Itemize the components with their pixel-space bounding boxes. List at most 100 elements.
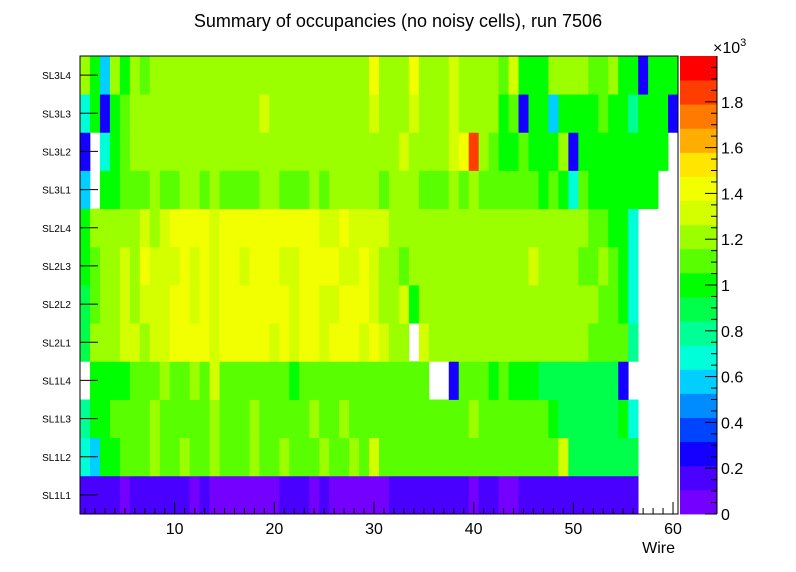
heatmap-cell <box>169 475 181 515</box>
heatmap-cell <box>458 323 470 362</box>
heatmap-cell <box>189 170 200 210</box>
heatmap-cell <box>309 361 320 400</box>
heatmap-cell <box>398 246 410 286</box>
y-tick-label: SL3L4 <box>42 71 71 82</box>
heatmap-cell <box>229 437 240 477</box>
heatmap-cell <box>618 208 629 248</box>
heatmap-cell <box>478 208 490 248</box>
heatmap-cell <box>568 132 579 171</box>
heatmap-cell <box>528 208 539 248</box>
heatmap-cell <box>379 94 390 133</box>
heatmap-cell <box>129 361 141 400</box>
heatmap-cell <box>119 208 131 248</box>
heatmap-cell <box>598 56 609 95</box>
heatmap-cell <box>129 437 141 477</box>
heatmap-cell <box>538 170 549 210</box>
heatmap-cell <box>488 246 499 286</box>
heatmap-cell <box>369 323 380 362</box>
color-scale-band <box>680 465 717 491</box>
y-tick-label: SL1L1 <box>42 491 71 502</box>
heatmap-cell <box>628 399 639 439</box>
heatmap-cell <box>369 285 380 324</box>
heatmap-cell <box>189 246 200 286</box>
heatmap-cell <box>309 132 320 171</box>
heatmap-cell <box>159 285 171 324</box>
heatmap-cell <box>478 56 490 95</box>
heatmap-cell <box>249 399 260 439</box>
heatmap-cell <box>608 94 619 133</box>
heatmap-cell <box>388 437 400 477</box>
heatmap-cell <box>249 208 260 248</box>
heatmap-cell <box>289 246 300 286</box>
heatmap-cell <box>369 361 380 400</box>
heatmap-cell <box>498 94 509 133</box>
heatmap-cell <box>239 132 250 171</box>
heatmap-cell <box>568 208 579 248</box>
heatmap-cell <box>538 323 549 362</box>
heatmap-cell <box>468 94 480 133</box>
heatmap-cell <box>478 246 490 286</box>
heatmap-cell <box>339 94 350 133</box>
heatmap-cell <box>169 437 181 477</box>
heatmap-cell <box>528 475 539 515</box>
heatmap-cell <box>349 94 360 133</box>
heatmap-cell <box>548 475 559 515</box>
heatmap-cell <box>209 361 220 400</box>
heatmap-cell <box>169 170 181 210</box>
heatmap-cell <box>588 56 599 95</box>
heatmap-cell <box>199 94 210 133</box>
heatmap-cell <box>418 170 430 210</box>
heatmap-cell <box>568 437 579 477</box>
heatmap-cell <box>438 170 450 210</box>
heatmap-cell <box>109 437 121 477</box>
heatmap-cell <box>239 475 250 515</box>
heatmap-cell <box>319 323 330 362</box>
heatmap-cell <box>189 94 200 133</box>
heatmap-cell <box>159 437 171 477</box>
heatmap-cell <box>369 94 380 133</box>
heatmap-cell <box>398 170 410 210</box>
heatmap-cell <box>558 170 569 210</box>
color-scale-band <box>680 56 717 81</box>
heatmap-cell <box>478 94 490 133</box>
heatmap-cell <box>129 399 141 439</box>
heatmap-cell <box>229 94 240 133</box>
heatmap-cell <box>478 170 490 210</box>
heatmap-cell <box>598 246 609 286</box>
heatmap-cell <box>668 56 679 95</box>
heatmap-cell <box>408 399 420 439</box>
heatmap-cell <box>428 246 440 286</box>
heatmap-cell <box>309 437 320 477</box>
heatmap-cell <box>428 285 440 324</box>
heatmap-cell <box>578 170 589 210</box>
heatmap-cell <box>109 208 121 248</box>
heatmap-cell <box>528 246 539 286</box>
heatmap-cell <box>259 323 270 362</box>
heatmap-cell <box>548 94 559 133</box>
heatmap-cell <box>448 323 460 362</box>
heatmap-cell <box>289 323 300 362</box>
heatmap-cell <box>269 285 280 324</box>
heatmap-cell <box>199 399 210 439</box>
heatmap-cell <box>309 475 320 515</box>
heatmap-cell <box>179 399 191 439</box>
color-scale-tick-label: 1.2 <box>721 232 743 249</box>
heatmap-cell <box>99 246 111 286</box>
heatmap-cell <box>319 132 330 171</box>
heatmap-cell <box>598 437 609 477</box>
color-scale-tick-label: 1.4 <box>721 186 743 203</box>
heatmap-cell <box>528 323 539 362</box>
heatmap-cell <box>568 475 579 515</box>
heatmap-cell <box>498 361 509 400</box>
heatmap-cell <box>289 170 300 210</box>
heatmap-cell <box>538 56 549 95</box>
heatmap-cell <box>359 94 370 133</box>
x-tick-label: 60 <box>664 521 682 538</box>
heatmap-cell <box>139 94 151 133</box>
heatmap-cell <box>458 94 470 133</box>
heatmap-cell <box>408 56 420 95</box>
heatmap-cell <box>149 208 161 248</box>
heatmap-cell <box>259 132 270 171</box>
heatmap-cell <box>279 94 290 133</box>
heatmap-cell <box>319 208 330 248</box>
